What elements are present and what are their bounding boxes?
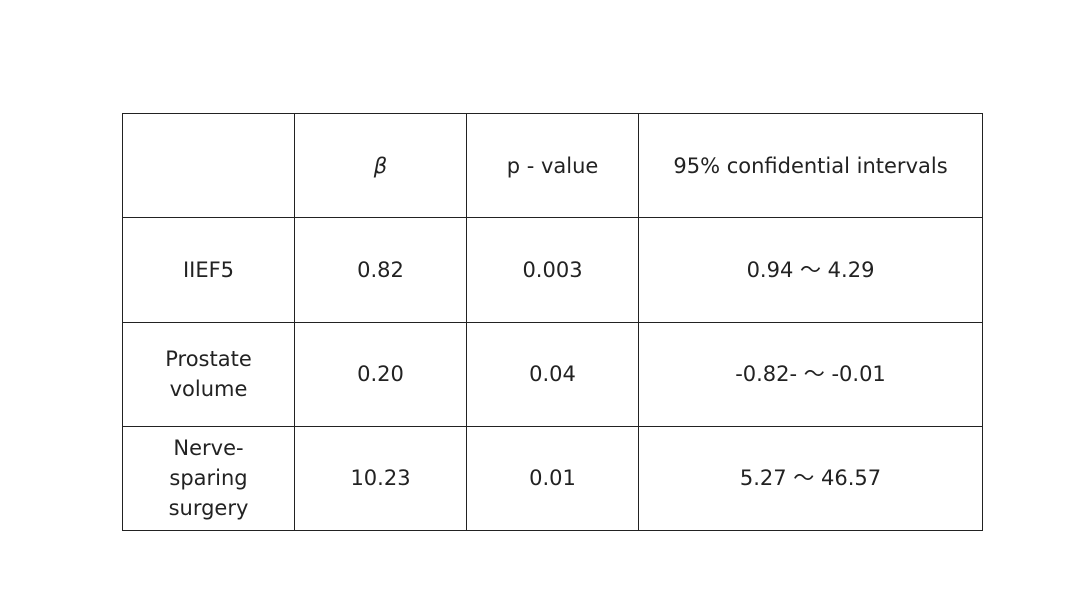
row-label: Prostate volume	[122, 321, 295, 427]
data-cell: 0.01	[466, 425, 639, 532]
data-row: Nerve-sparing surgery 10.23 0.01 5.27 〜 46.…	[122, 425, 983, 532]
header-cell: p - value	[466, 112, 639, 219]
data-row: Prostate volume 0.20 0.04 -0.82- 〜 -0.01	[122, 321, 983, 427]
data-cell: 5.27 〜 46.57	[638, 425, 983, 532]
header-cell: 95% confidential intervals	[638, 112, 983, 219]
row-label: Nerve-sparing surgery	[122, 425, 295, 532]
data-cell: 0.82	[294, 217, 467, 323]
corner-cell	[122, 112, 295, 219]
header-cell: β	[294, 112, 467, 219]
row-label: IIEF5	[122, 217, 295, 323]
data-cell: 0.003	[466, 217, 639, 323]
data-cell: 0.04	[466, 321, 639, 427]
data-cell: 10.23	[294, 425, 467, 532]
data-cell: 0.20	[294, 321, 467, 427]
data-cell: -0.82- 〜 -0.01	[638, 321, 983, 427]
data-row: IIEF5 0.82 0.003 0.94 〜 4.29	[122, 217, 983, 323]
data-cell: 0.94 〜 4.29	[638, 217, 983, 323]
